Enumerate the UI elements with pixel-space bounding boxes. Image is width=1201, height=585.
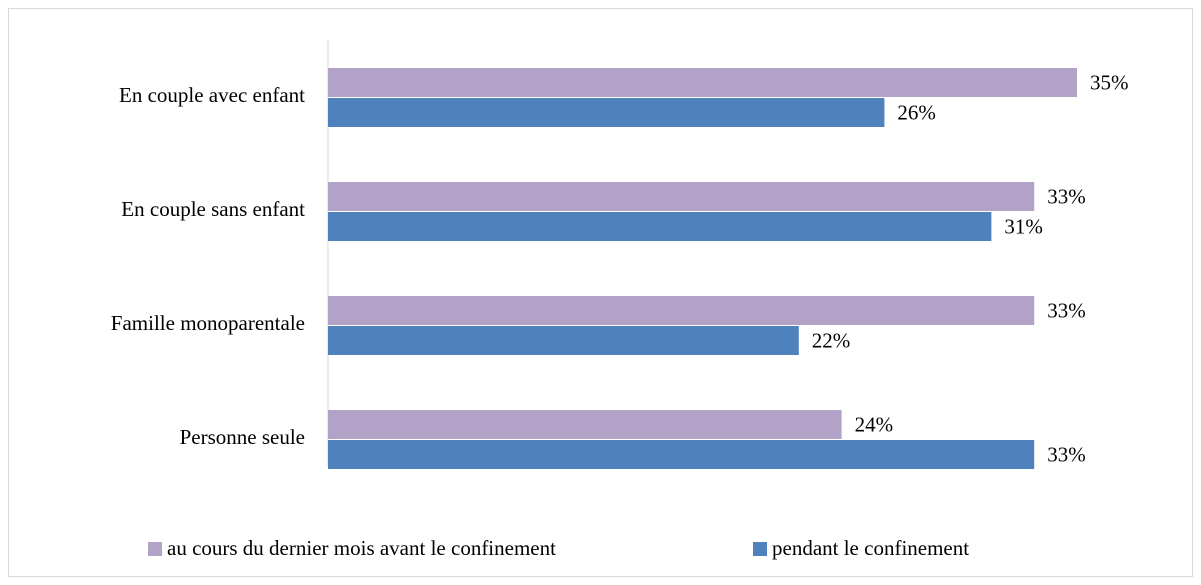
y-tick-label: Personne seule <box>180 425 305 449</box>
bar <box>328 296 1035 325</box>
data-label: 33% <box>1047 184 1086 208</box>
data-label: 35% <box>1090 70 1129 94</box>
bar <box>328 410 842 439</box>
bar <box>328 68 1077 97</box>
legend-label: au cours du dernier mois avant le confin… <box>167 536 556 560</box>
legend-swatch <box>753 542 767 556</box>
legend-swatch <box>148 542 162 556</box>
legend-label: pendant le confinement <box>772 536 969 560</box>
data-label: 22% <box>812 328 851 352</box>
data-label: 24% <box>855 412 894 436</box>
bar <box>328 440 1035 469</box>
y-tick-label: En couple sans enfant <box>121 197 305 221</box>
y-tick-label: En couple avec enfant <box>119 83 305 107</box>
data-label: 33% <box>1047 298 1086 322</box>
data-label: 31% <box>1004 214 1043 238</box>
bar <box>328 212 992 241</box>
data-label: 33% <box>1047 442 1086 466</box>
y-tick-label: Famille monoparentale <box>111 311 305 335</box>
bar <box>328 326 799 355</box>
bar <box>328 182 1035 211</box>
bar <box>328 98 885 127</box>
data-label: 26% <box>897 100 936 124</box>
